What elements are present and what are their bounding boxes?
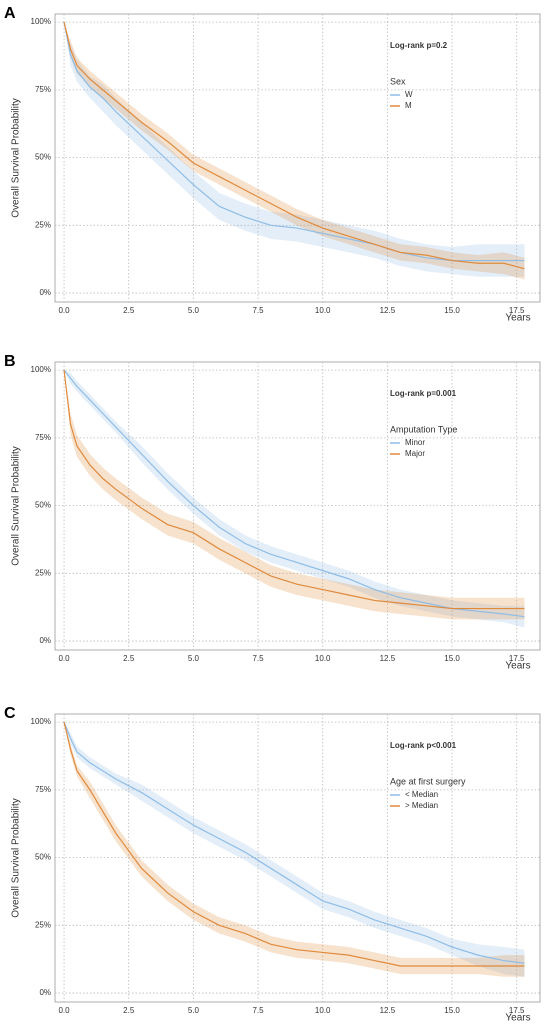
- y-axis-title: Overall Survival Probability: [11, 98, 22, 218]
- x-tick-label: 2.5: [123, 1006, 135, 1015]
- panel: C 0% 25% 50% 75% 100% 0.0 2.5 5.0 7.5 10.0 12.5 15.0…: [4, 705, 541, 1024]
- panel: A 0% 25% 50% 75% 100% 0.0 2.5 5.0 7.5 10.0 12.5 15.0…: [4, 5, 541, 324]
- y-tick-label: 75%: [35, 433, 51, 442]
- x-tick-label: 12.5: [380, 654, 396, 663]
- y-tick-label: 50%: [35, 501, 51, 510]
- legend-title: Amputation Type: [390, 424, 457, 434]
- y-tick-label: 100%: [31, 717, 51, 726]
- x-tick-label: 10.0: [315, 1006, 331, 1015]
- y-tick-label: 50%: [35, 853, 51, 862]
- legend-label: W: [405, 90, 413, 99]
- legend-label: > Median: [405, 801, 438, 810]
- x-tick-label: 17.5: [509, 1006, 525, 1015]
- x-tick-label: 17.5: [509, 654, 525, 663]
- panel: B 0% 25% 50% 75% 100% 0.0 2.5 5.0 7.5 10.0 12.5 15.0…: [4, 353, 541, 672]
- legend-label: < Median: [405, 790, 438, 799]
- survival-curve: [63, 369, 525, 618]
- plot-frame: [54, 713, 541, 1003]
- x-tick-label: 7.5: [252, 306, 264, 315]
- y-tick-label: 0%: [39, 988, 51, 997]
- y-tick-label: 50%: [35, 153, 51, 162]
- survival-curve: [63, 370, 525, 610]
- y-tick-label: 0%: [39, 636, 51, 645]
- x-tick-label: 0.0: [58, 306, 70, 315]
- y-tick-label: 25%: [35, 568, 51, 577]
- x-tick-label: 2.5: [123, 306, 135, 315]
- y-tick-label: 75%: [35, 85, 51, 94]
- x-tick-label: 15.0: [444, 654, 460, 663]
- y-tick-label: 100%: [31, 17, 51, 26]
- confidence-band: [64, 722, 525, 977]
- y-axis-title: Overall Survival Probability: [11, 798, 22, 918]
- plot-frame: [54, 13, 541, 303]
- x-axis-title: Years: [505, 661, 530, 672]
- survival-curve: [63, 721, 525, 964]
- legend-title: Sex: [390, 76, 406, 86]
- x-tick-label: 0.0: [58, 1006, 70, 1015]
- y-tick-label: 0%: [39, 288, 51, 297]
- x-tick-label: 2.5: [123, 654, 135, 663]
- annotation: Log-rank p<0.001: [390, 741, 457, 750]
- x-tick-label: 15.0: [444, 1006, 460, 1015]
- y-tick-label: 100%: [31, 365, 51, 374]
- y-tick-label: 25%: [35, 220, 51, 229]
- x-tick-label: 12.5: [380, 1006, 396, 1015]
- legend-title: Age at first surgery: [390, 776, 466, 786]
- legend-label: Minor: [405, 438, 425, 447]
- survival-curve: [63, 22, 525, 262]
- x-tick-label: 7.5: [252, 1006, 264, 1015]
- y-tick-label: 25%: [35, 920, 51, 929]
- plot-frame: [54, 361, 541, 651]
- x-tick-label: 15.0: [444, 306, 460, 315]
- panel-label: A: [4, 5, 16, 22]
- x-tick-label: 5.0: [188, 1006, 200, 1015]
- x-tick-label: 12.5: [380, 306, 396, 315]
- x-tick-label: 5.0: [188, 306, 200, 315]
- annotation: Log-rank p=0.2: [390, 41, 448, 50]
- survival-curve: [63, 21, 525, 270]
- panel-label: C: [4, 705, 16, 722]
- x-tick-label: 7.5: [252, 654, 264, 663]
- survival-curve: [63, 721, 525, 967]
- annotation: Log-rank p=0.001: [390, 389, 457, 398]
- x-tick-label: 0.0: [58, 654, 70, 663]
- x-tick-label: 10.0: [315, 654, 331, 663]
- x-axis-title: Years: [505, 1013, 530, 1024]
- panel-label: B: [4, 353, 16, 370]
- y-axis-title: Overall Survival Probability: [11, 446, 22, 566]
- x-axis-title: Years: [505, 313, 530, 324]
- legend-label: Major: [405, 449, 425, 458]
- legend-label: M: [405, 101, 412, 110]
- y-tick-label: 75%: [35, 785, 51, 794]
- x-tick-label: 5.0: [188, 654, 200, 663]
- x-tick-label: 10.0: [315, 306, 331, 315]
- x-tick-label: 17.5: [509, 306, 525, 315]
